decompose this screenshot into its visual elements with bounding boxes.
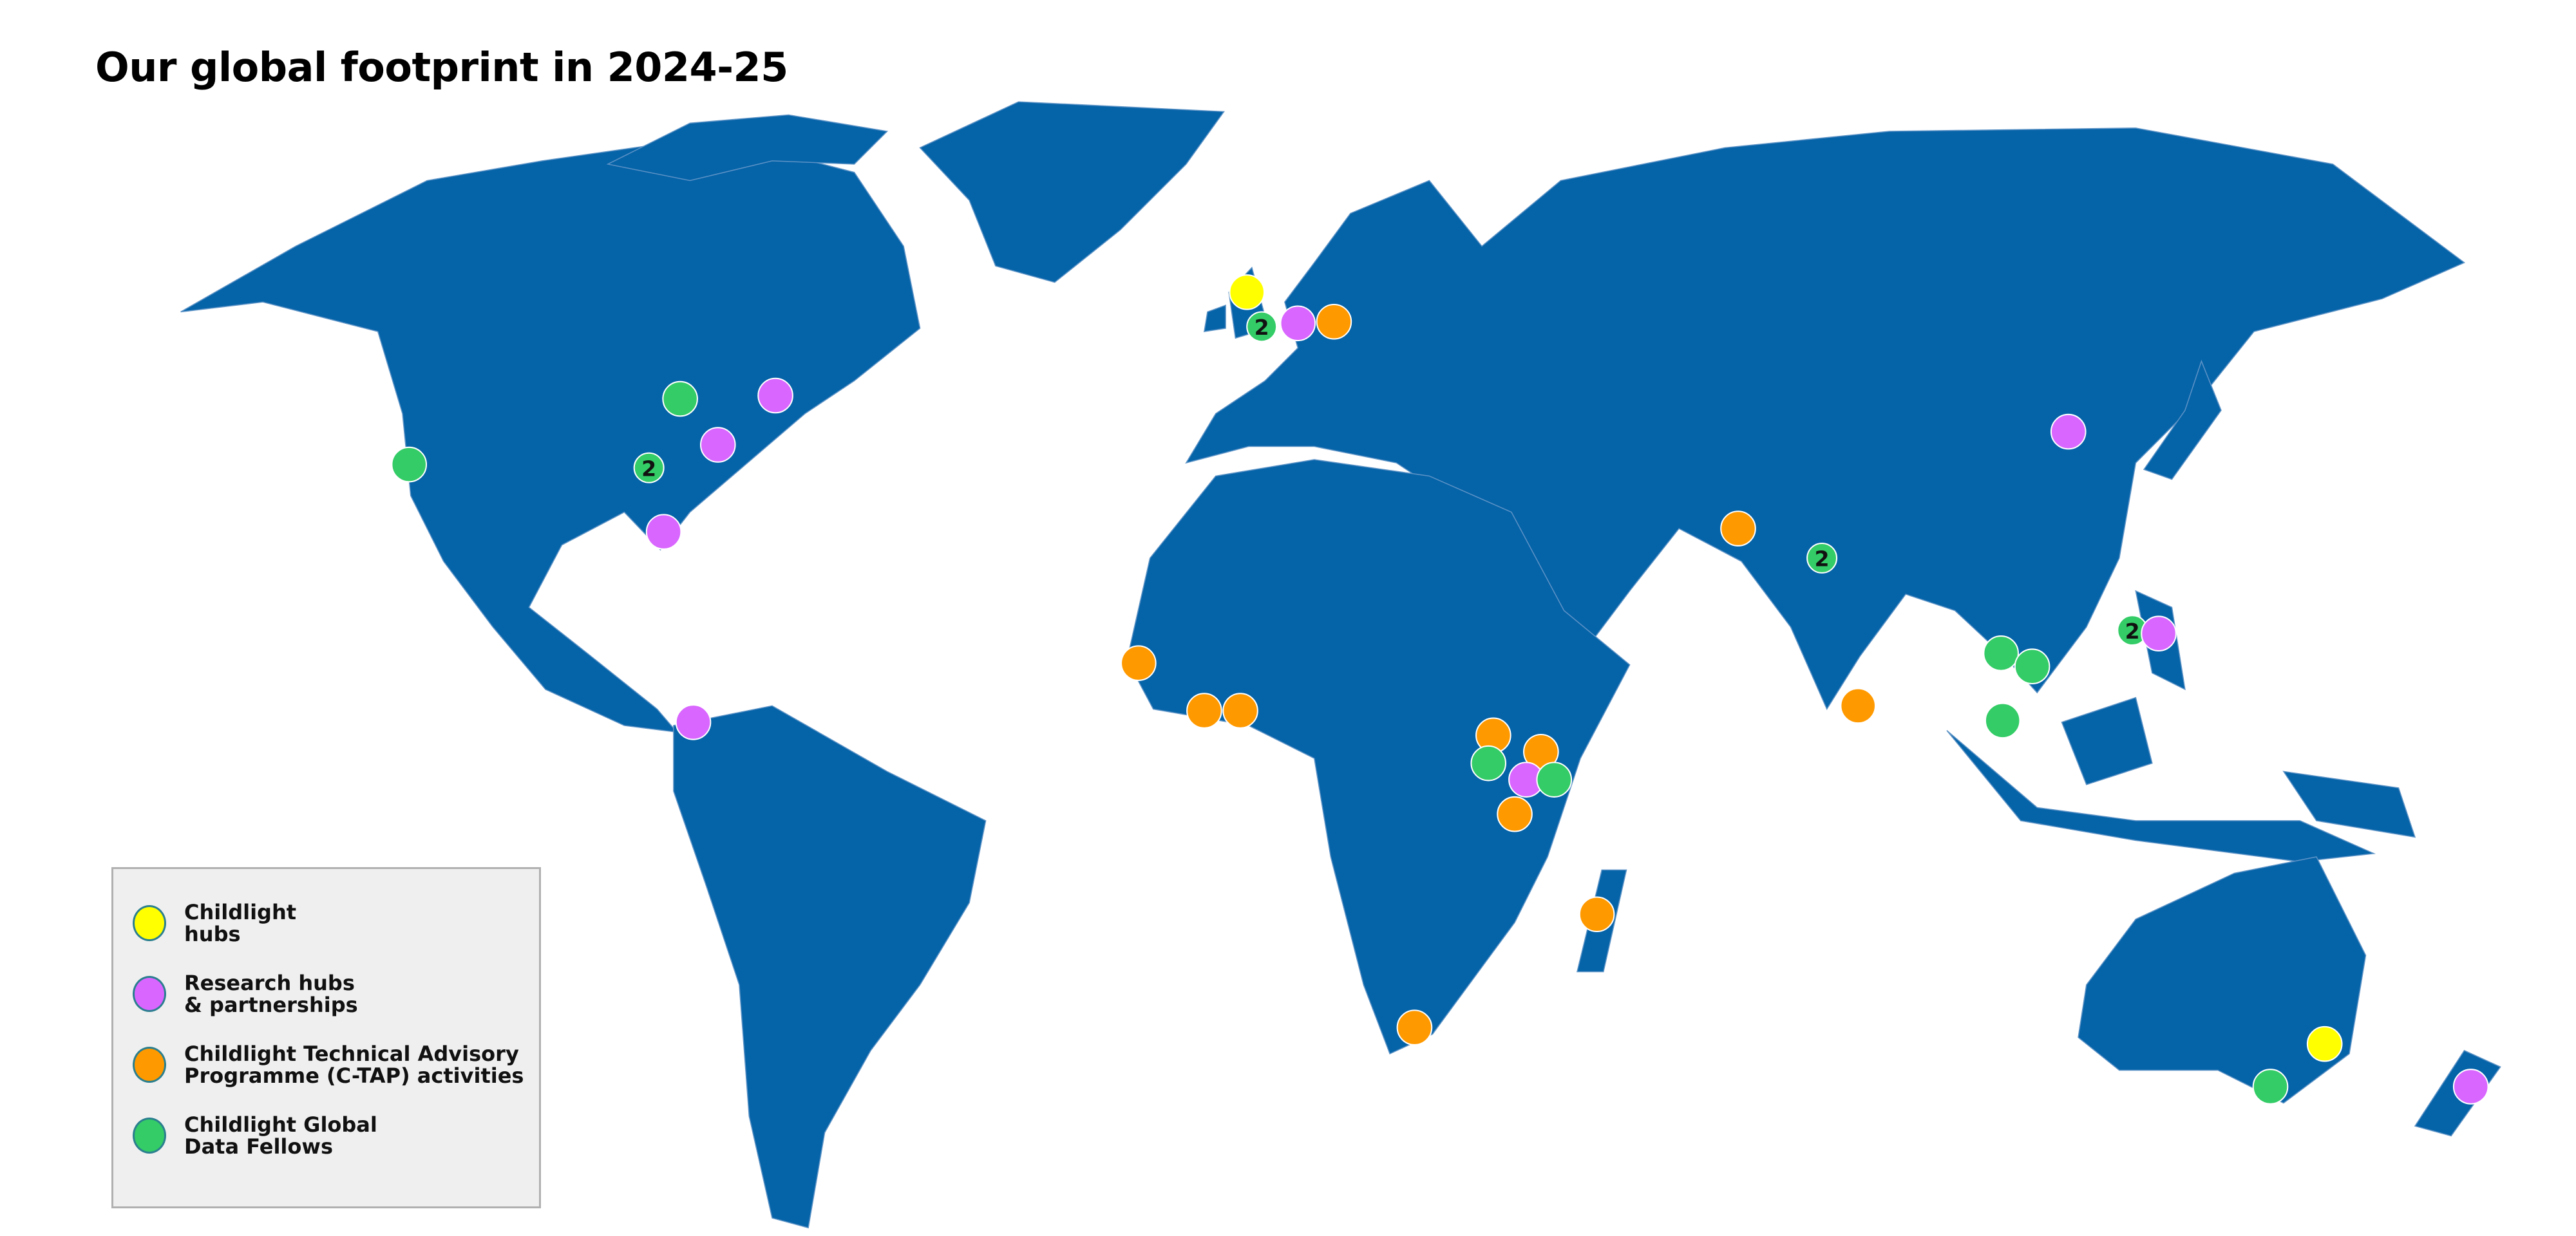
marker-count: 2 bbox=[2125, 619, 2140, 644]
legend-item-data-fellows: Childlight Global Data Fellows bbox=[133, 1114, 377, 1157]
greenland bbox=[919, 101, 1225, 283]
marker-research-hubs bbox=[699, 427, 736, 463]
marker-research-hubs bbox=[645, 514, 682, 550]
marker-research-hubs bbox=[1280, 305, 1316, 342]
markers-layer: 2 2 2 2 bbox=[391, 274, 2489, 1105]
marker-childlight-hubs bbox=[1229, 274, 1265, 310]
canadian-arctic bbox=[606, 114, 889, 182]
marker-data-fellows bbox=[2252, 1069, 2289, 1105]
marker-data-fellows bbox=[1984, 702, 2021, 739]
page-title: Our global footprint in 2024-25 bbox=[95, 44, 788, 91]
marker-ctap bbox=[1578, 896, 1615, 933]
marker-research-hubs bbox=[675, 704, 712, 740]
borneo bbox=[2061, 697, 2153, 785]
orange-circle-icon bbox=[133, 1047, 166, 1083]
legend-label: Research hubs & partnerships bbox=[184, 971, 358, 1017]
legend-item-ctap: Childlight Technical Advisory Programme … bbox=[133, 1043, 524, 1087]
yellow-circle-icon bbox=[133, 905, 166, 941]
legend: Childlight hubs Research hubs & partners… bbox=[111, 867, 541, 1208]
marker-ctap bbox=[1316, 303, 1352, 340]
legend-label: Childlight Technical Advisory Programme … bbox=[184, 1042, 524, 1088]
marker-count: 2 bbox=[1815, 547, 1830, 572]
marker-childlight-hubs bbox=[2306, 1025, 2343, 1062]
south-america bbox=[673, 705, 987, 1229]
marker-data-fellows bbox=[633, 452, 665, 483]
marker-data-fellows bbox=[662, 380, 698, 417]
marker-ctap bbox=[1840, 688, 1877, 724]
marker-data-fellows bbox=[391, 446, 428, 483]
purple-circle-icon bbox=[133, 976, 166, 1012]
marker-ctap bbox=[1396, 1009, 1433, 1045]
marker-count: 2 bbox=[1255, 315, 1269, 340]
legend-label: Childlight hubs bbox=[184, 900, 297, 946]
japan bbox=[2143, 359, 2222, 480]
marker-research-hubs bbox=[2141, 615, 2177, 652]
new-guinea bbox=[2282, 771, 2416, 838]
marker-ctap bbox=[1121, 645, 1157, 681]
marker-count: 2 bbox=[641, 456, 656, 481]
marker-data-fellows bbox=[2014, 648, 2050, 685]
marker-research-hubs bbox=[757, 377, 793, 414]
marker-ctap bbox=[1497, 796, 1533, 832]
marker-data-fellows bbox=[1246, 311, 1278, 342]
marker-ctap bbox=[1720, 510, 1756, 547]
ireland bbox=[1203, 304, 1226, 332]
legend-item-childlight-hubs: Childlight hubs bbox=[133, 901, 296, 945]
marker-data-fellows bbox=[1470, 745, 1507, 782]
legend-item-research-hubs: Research hubs & partnerships bbox=[133, 972, 358, 1016]
green-circle-icon bbox=[133, 1118, 166, 1154]
north-america bbox=[180, 144, 921, 733]
australia bbox=[2078, 856, 2367, 1104]
marker-data-fellows bbox=[1983, 635, 2019, 671]
legend-label: Childlight Global Data Fellows bbox=[184, 1112, 377, 1159]
marker-data-fellows bbox=[1536, 762, 1573, 798]
maritime-southeast-asia bbox=[1946, 730, 2376, 863]
marker-ctap bbox=[1222, 693, 1258, 729]
marker-research-hubs bbox=[2452, 1069, 2489, 1105]
land-masses bbox=[180, 101, 2501, 1229]
marker-ctap bbox=[1186, 693, 1222, 729]
marker-research-hubs bbox=[2050, 413, 2087, 450]
marker-data-fellows bbox=[1806, 542, 1838, 574]
